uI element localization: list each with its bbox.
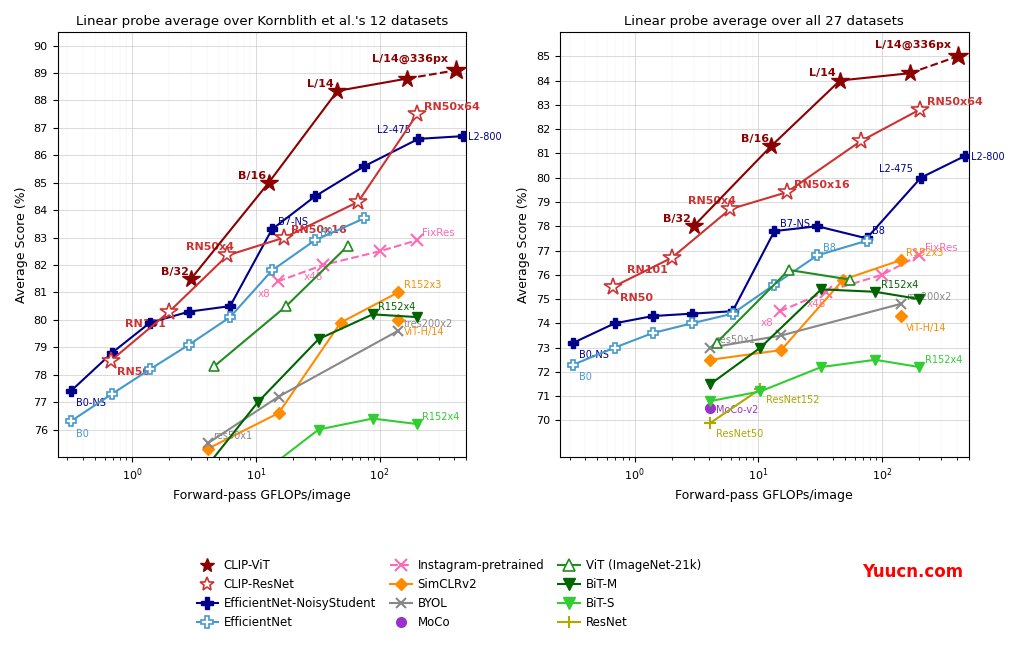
- Text: res50x1: res50x1: [715, 335, 754, 346]
- Text: L2-800: L2-800: [468, 132, 501, 142]
- Text: FixRes: FixRes: [924, 243, 957, 253]
- Text: RN50x16: RN50x16: [291, 225, 346, 235]
- Text: ViT-H/14: ViT-H/14: [905, 324, 946, 333]
- Y-axis label: Average Score (%): Average Score (%): [15, 186, 28, 303]
- Text: res200x2: res200x2: [905, 292, 951, 302]
- Text: FixRes: FixRes: [422, 228, 454, 238]
- Title: Linear probe average over all 27 datasets: Linear probe average over all 27 dataset…: [624, 15, 903, 28]
- Text: x8: x8: [258, 289, 271, 298]
- Text: L2-475: L2-475: [376, 125, 411, 135]
- Text: B/32: B/32: [160, 267, 189, 276]
- Text: R152x3: R152x3: [404, 280, 440, 290]
- Text: B7-NS: B7-NS: [277, 217, 307, 227]
- X-axis label: Forward-pass GFLOPs/image: Forward-pass GFLOPs/image: [675, 489, 852, 502]
- Text: B8: B8: [320, 228, 333, 238]
- Text: RN50x4: RN50x4: [185, 242, 233, 252]
- Text: B/16: B/16: [237, 171, 266, 181]
- Text: B7-NS: B7-NS: [780, 219, 809, 229]
- Text: L/14: L/14: [307, 79, 333, 89]
- Text: L2-475: L2-475: [878, 164, 912, 174]
- Text: tres200x2: tres200x2: [404, 318, 452, 329]
- Text: RN101: RN101: [124, 319, 165, 329]
- Legend: CLIP-ViT, CLIP-ResNet, EfficientNet-NoisyStudent, EfficientNet, Instagram-pretra: CLIP-ViT, CLIP-ResNet, EfficientNet-Nois…: [192, 554, 705, 634]
- Text: R152x4: R152x4: [422, 412, 460, 422]
- Text: RN50: RN50: [620, 293, 652, 303]
- Text: B8: B8: [822, 243, 835, 253]
- Text: res50x1: res50x1: [213, 431, 253, 441]
- Text: RN50x64: RN50x64: [925, 98, 981, 107]
- Text: ViT-H/14: ViT-H/14: [404, 327, 443, 337]
- Title: Linear probe average over Kornblith et al.'s 12 datasets: Linear probe average over Kornblith et a…: [75, 15, 447, 28]
- Text: B0: B0: [76, 428, 89, 439]
- Text: MoCo-v2: MoCo-v2: [715, 404, 757, 415]
- Text: ResNet152: ResNet152: [765, 395, 818, 405]
- Text: L2-800: L2-800: [970, 152, 1004, 162]
- Text: R152x3: R152x3: [905, 248, 943, 258]
- Text: B0-NS: B0-NS: [76, 399, 106, 408]
- Text: B8: B8: [871, 226, 884, 236]
- Text: L/14: L/14: [809, 68, 836, 78]
- Text: L/14@336px: L/14@336px: [874, 40, 950, 50]
- Text: RN50x4: RN50x4: [688, 196, 736, 205]
- Text: R152x4: R152x4: [879, 280, 917, 289]
- Text: B/16: B/16: [740, 134, 768, 144]
- Text: R152x4: R152x4: [924, 355, 961, 365]
- Text: B/32: B/32: [662, 214, 690, 224]
- Text: RN50x64: RN50x64: [424, 102, 480, 112]
- Text: RN101: RN101: [627, 265, 667, 275]
- Y-axis label: Average Score (%): Average Score (%): [517, 186, 530, 303]
- Text: x48: x48: [805, 299, 824, 309]
- Text: RN50x16: RN50x16: [793, 180, 849, 190]
- X-axis label: Forward-pass GFLOPs/image: Forward-pass GFLOPs/image: [173, 489, 351, 502]
- Text: Yuucn.com: Yuucn.com: [861, 563, 963, 581]
- Text: R152x4: R152x4: [378, 302, 415, 312]
- Text: x8: x8: [760, 318, 772, 329]
- Text: x48: x48: [304, 272, 323, 282]
- Text: B0: B0: [579, 372, 591, 382]
- Text: RN50: RN50: [117, 367, 151, 377]
- Text: ResNet50: ResNet50: [715, 429, 762, 439]
- Text: B0-NS: B0-NS: [579, 350, 608, 360]
- Text: L/14@336px: L/14@336px: [372, 54, 447, 64]
